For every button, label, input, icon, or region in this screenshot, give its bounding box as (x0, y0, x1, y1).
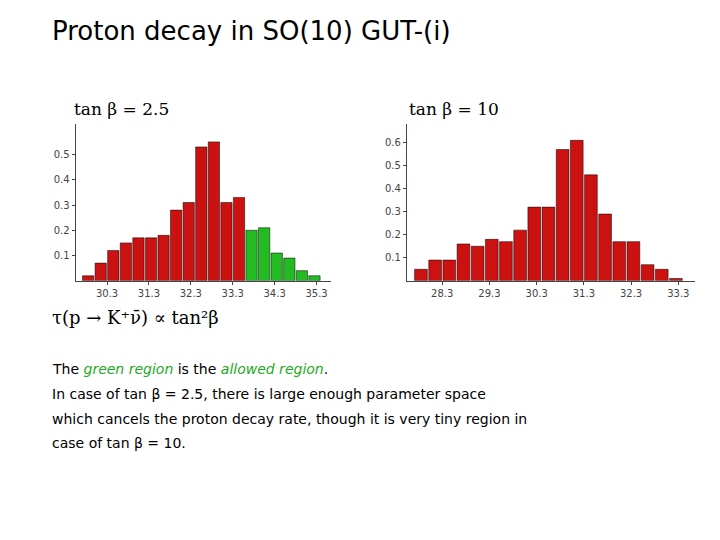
svg-text:0.5: 0.5 (385, 160, 401, 171)
svg-text:0.2: 0.2 (385, 229, 401, 240)
svg-text:30.3: 30.3 (526, 288, 548, 299)
svg-text:0.4: 0.4 (385, 183, 401, 194)
svg-text:0.1: 0.1 (54, 250, 70, 261)
svg-text:0.5: 0.5 (54, 149, 70, 160)
svg-text:31.3: 31.3 (138, 288, 160, 299)
svg-text:0.6: 0.6 (385, 137, 401, 148)
svg-text:34.3: 34.3 (263, 288, 285, 299)
svg-text:33.3: 33.3 (222, 288, 244, 299)
svg-text:τ(p → K⁺ν̄) ∝ tan²β: τ(p → K⁺ν̄) ∝ tan²β (52, 307, 219, 328)
svg-text:32.3: 32.3 (620, 288, 642, 299)
svg-text:32.3: 32.3 (180, 288, 202, 299)
svg-text:In case of tan β = 2.5, there: In case of tan β = 2.5, there is large e… (52, 386, 486, 402)
svg-text:0.4: 0.4 (54, 174, 70, 185)
svg-text:29.3: 29.3 (478, 288, 500, 299)
svg-text:0.3: 0.3 (385, 206, 401, 217)
svg-text:33.3: 33.3 (667, 288, 689, 299)
svg-text:The green region is the allowe: The green region is the allowed region. (52, 361, 328, 377)
svg-text:Proton decay in SO(10) GUT-(i): Proton decay in SO(10) GUT-(i) (52, 16, 451, 46)
svg-text:31.3: 31.3 (573, 288, 595, 299)
svg-text:28.3: 28.3 (431, 288, 453, 299)
svg-text:tan β = 2.5: tan β = 2.5 (74, 99, 169, 119)
svg-text:case of tan β = 10.: case of tan β = 10. (52, 435, 186, 451)
svg-text:0.3: 0.3 (54, 200, 70, 211)
svg-text:35.3: 35.3 (305, 288, 327, 299)
svg-text:0.2: 0.2 (54, 225, 70, 236)
svg-text:0.1: 0.1 (385, 252, 401, 263)
svg-text:tan β = 10: tan β = 10 (409, 99, 499, 119)
svg-text:which cancels the proton decay: which cancels the proton decay rate, tho… (52, 411, 527, 427)
svg-text:30.3: 30.3 (96, 288, 118, 299)
